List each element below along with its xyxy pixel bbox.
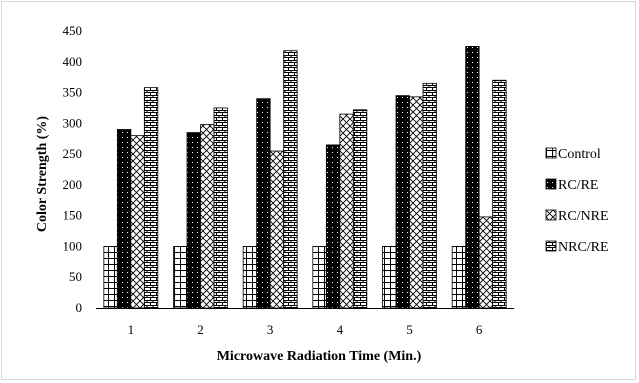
y-tick-label: 150 <box>63 208 83 223</box>
bar-rc-re-4 <box>325 144 341 309</box>
x-tick-label: 1 <box>128 322 135 337</box>
bar-control-1 <box>103 246 118 309</box>
x-axis: 1 2 3 4 5 6 <box>96 308 514 337</box>
y-tick-label: 400 <box>63 54 83 69</box>
plot-area <box>103 45 507 309</box>
x-tick-label: 5 <box>406 322 413 337</box>
bar-rc-re-1 <box>116 129 132 309</box>
y-axis-title: Color Strength (%) <box>35 116 50 232</box>
bar-rc-nre-3 <box>269 150 285 309</box>
bar-nrc-re-1 <box>143 87 159 309</box>
x-tick-label: 4 <box>337 322 344 337</box>
legend-swatch <box>545 240 557 252</box>
bar-rc-re-5 <box>395 95 410 309</box>
bar-control-2 <box>173 246 188 309</box>
x-tick-label: 3 <box>267 322 274 337</box>
y-axis: 0 50 100 150 200 250 300 350 400 450 <box>63 23 83 315</box>
legend-label: RC/NRE <box>558 209 609 224</box>
y-tick-label: 0 <box>76 300 83 315</box>
bar-rc-nre-4 <box>339 113 354 309</box>
legend-label: RC/RE <box>558 178 598 193</box>
legend-swatch <box>545 178 557 190</box>
bar-control-4 <box>312 246 327 309</box>
x-tick-label: 2 <box>197 322 204 337</box>
legend-label: NRC/RE <box>558 240 609 255</box>
bar-control-3 <box>242 246 258 309</box>
bar-nrc-re-4 <box>352 109 368 309</box>
legend-label: Control <box>558 147 601 162</box>
legend: Control RC/RE RC/NRE NRC/RE <box>545 147 609 255</box>
y-tick-label: 350 <box>63 85 83 100</box>
y-tick-label: 450 <box>63 23 83 38</box>
legend-swatch <box>545 147 557 159</box>
bar-rc-nre-2 <box>200 124 215 309</box>
bar-nrc-re-6 <box>492 79 507 309</box>
y-tick-label: 300 <box>63 115 83 130</box>
bar-rc-nre-5 <box>409 96 424 309</box>
y-tick-label: 100 <box>63 238 83 253</box>
y-tick-label: 50 <box>69 269 82 284</box>
x-tick-label: 6 <box>476 322 483 337</box>
bar-rc-re-2 <box>186 132 201 309</box>
bar-rc-nre-1 <box>130 135 145 309</box>
bar-control-5 <box>382 246 397 309</box>
legend-swatch <box>545 209 557 221</box>
y-tick-label: 250 <box>63 146 83 161</box>
y-tick-label: 200 <box>63 177 83 192</box>
bar-rc-re-3 <box>256 98 271 309</box>
bar-rc-re-6 <box>465 45 480 309</box>
bar-rc-nre-6 <box>478 216 494 309</box>
bar-nrc-re-3 <box>283 50 298 309</box>
x-axis-title: Microwave Radiation Time (Min.) <box>217 349 422 364</box>
bar-control-6 <box>451 246 467 309</box>
bar-nrc-re-2 <box>213 107 228 309</box>
bar-nrc-re-5 <box>422 82 437 309</box>
